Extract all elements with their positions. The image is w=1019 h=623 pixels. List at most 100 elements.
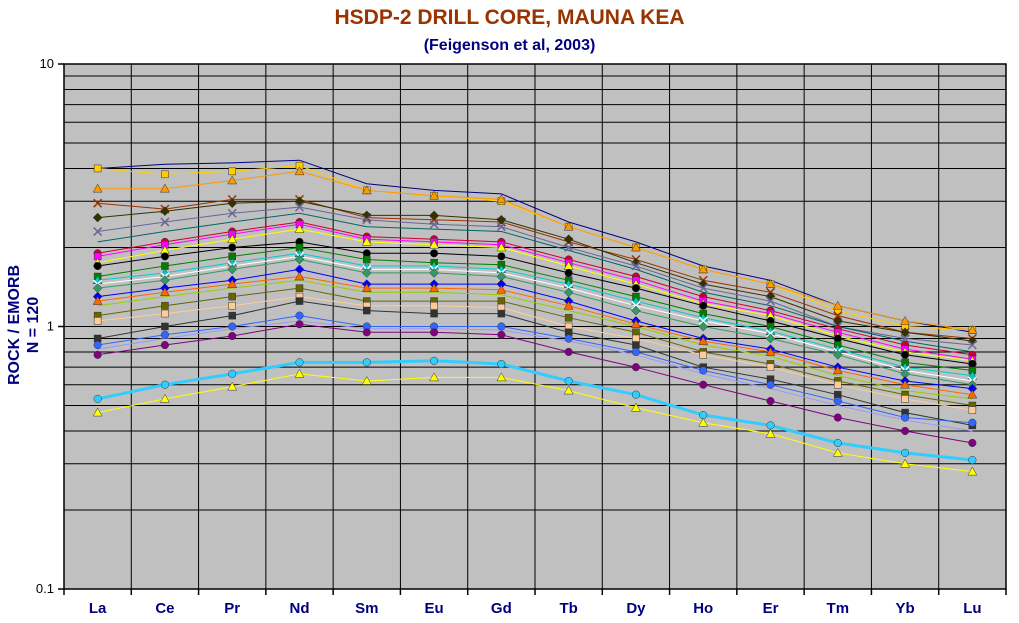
series-markers	[92, 161, 978, 476]
data-point	[563, 221, 574, 231]
data-point	[766, 421, 775, 430]
data-point	[832, 447, 843, 457]
data-point	[900, 458, 910, 468]
x-tick-label: Nd	[290, 600, 310, 617]
data-point	[361, 375, 372, 385]
data-point	[496, 194, 507, 204]
y-tick-labels: 0.1 1 10	[36, 56, 54, 596]
data-point	[699, 410, 708, 420]
data-point	[295, 297, 304, 305]
series-line-12	[97, 246, 973, 371]
data-point	[631, 347, 640, 356]
series-line-6	[97, 206, 973, 346]
data-point	[564, 334, 573, 343]
data-point	[228, 322, 237, 331]
data-point	[631, 402, 641, 412]
series-line-17	[97, 275, 973, 396]
data-point	[228, 369, 237, 378]
data-point	[698, 264, 709, 274]
series-line-10	[97, 228, 973, 362]
data-point	[160, 252, 169, 261]
data-point	[362, 358, 371, 367]
data-point	[832, 349, 843, 360]
data-point	[834, 380, 842, 389]
data-point	[968, 455, 977, 465]
data-point	[227, 208, 237, 218]
data-point	[160, 206, 170, 217]
series-line-20	[97, 296, 973, 411]
data-point	[497, 330, 506, 339]
data-point	[968, 406, 977, 414]
series-line-4	[97, 198, 973, 339]
x-tick-label: Sm	[355, 600, 378, 617]
data-point	[631, 319, 641, 328]
data-point	[631, 305, 641, 316]
x-tick-label: Tm	[827, 600, 850, 617]
data-point	[496, 372, 507, 382]
data-point	[496, 222, 506, 232]
data-point	[632, 341, 640, 349]
data-point	[698, 316, 708, 326]
data-point	[832, 300, 843, 310]
data-point	[295, 311, 304, 320]
data-point	[429, 372, 439, 382]
x-tick-label: Dy	[626, 600, 646, 617]
axes	[58, 63, 1007, 595]
data-point	[564, 376, 573, 386]
series-line-25	[97, 359, 973, 462]
data-point	[967, 466, 978, 476]
data-point	[93, 317, 102, 325]
series-line-5	[97, 200, 973, 342]
data-point	[698, 417, 709, 427]
data-point	[430, 249, 439, 258]
data-point	[228, 331, 237, 341]
data-point	[161, 170, 169, 179]
data-point	[295, 320, 304, 329]
data-point	[362, 215, 372, 225]
data-point	[900, 333, 910, 344]
data-point	[631, 261, 641, 271]
data-point	[294, 202, 305, 212]
data-point	[361, 283, 372, 292]
series-line-24	[97, 323, 973, 444]
data-point	[832, 365, 843, 375]
data-point	[564, 268, 573, 277]
data-point	[967, 340, 977, 350]
data-point	[160, 330, 169, 339]
data-point	[227, 381, 238, 391]
chart-subtitle: (Feigenson et al, 2003)	[423, 37, 596, 54]
series-line-19	[97, 287, 973, 406]
data-point	[900, 315, 910, 325]
data-point	[968, 438, 977, 448]
data-point	[430, 309, 438, 318]
data-point	[160, 340, 169, 350]
series-line-8	[97, 221, 973, 356]
data-point	[900, 379, 910, 389]
data-point	[699, 301, 708, 310]
data-point	[92, 296, 103, 305]
data-point	[497, 309, 506, 318]
data-point	[496, 242, 507, 252]
data-point	[295, 284, 304, 292]
series-line-15	[97, 258, 973, 386]
data-point	[968, 359, 977, 369]
x-tick-label: Er	[763, 600, 779, 617]
series-line-2	[97, 165, 973, 331]
data-point	[294, 166, 305, 176]
data-point	[227, 234, 238, 243]
x-tick-label: Tb	[559, 600, 577, 617]
series-line-9	[97, 223, 973, 360]
data-point	[497, 297, 506, 305]
data-point	[227, 279, 238, 288]
x-tick-labels: La Ce Pr Nd Sm Eu Gd Tb Dy Ho Er Tm Yb Lu	[89, 600, 982, 617]
x-tick-label: Yb	[895, 600, 914, 617]
data-point	[967, 370, 978, 380]
data-point	[901, 413, 910, 422]
data-point	[429, 283, 439, 292]
data-point	[833, 413, 842, 422]
data-point	[833, 438, 842, 448]
data-point	[227, 198, 238, 209]
data-point	[631, 257, 641, 268]
series-line-14	[97, 255, 973, 382]
series-line-7	[97, 212, 973, 353]
